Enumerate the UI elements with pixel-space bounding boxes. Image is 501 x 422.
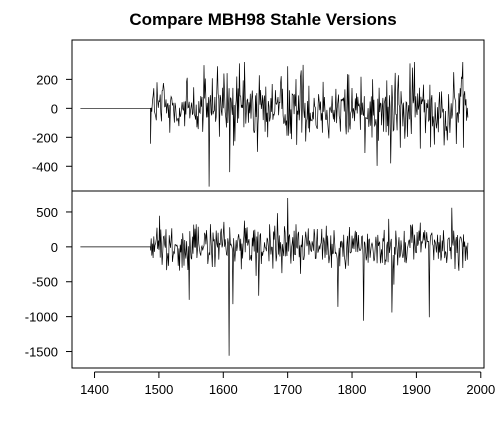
x-tick-label: 1400 (80, 382, 109, 397)
y-tick-label: -1000 (25, 310, 58, 325)
y-tick-label: 0 (51, 101, 58, 116)
x-tick-label: 1900 (402, 382, 431, 397)
x-tick-label: 1700 (273, 382, 302, 397)
y-tick-label: 0 (51, 240, 58, 255)
x-tick-label: 1800 (338, 382, 367, 397)
x-tick-label: 2000 (466, 382, 495, 397)
upper-series-line (80, 61, 469, 187)
y-tick-label: -1500 (25, 345, 58, 360)
y-tick-label: -200 (32, 130, 58, 145)
upper-panel-frame (71, 39, 485, 192)
upper-y-axis: 200 0 -200 -400 (32, 72, 72, 174)
x-axis: 1400 1500 1600 1700 1800 1900 2000 (80, 371, 495, 397)
y-tick-label: 500 (36, 205, 58, 220)
chart-title: Compare MBH98 Stahle Versions (129, 10, 396, 29)
lower-panel-frame (71, 190, 485, 369)
x-tick-label: 1500 (144, 382, 173, 397)
x-tick-label: 1600 (209, 382, 238, 397)
y-tick-label: 200 (36, 72, 58, 87)
y-tick-label: -500 (32, 275, 58, 290)
lower-y-axis: 500 0 -500 -1000 -1500 (25, 205, 72, 360)
y-tick-label: -400 (32, 159, 58, 174)
lower-series-line (80, 197, 469, 356)
